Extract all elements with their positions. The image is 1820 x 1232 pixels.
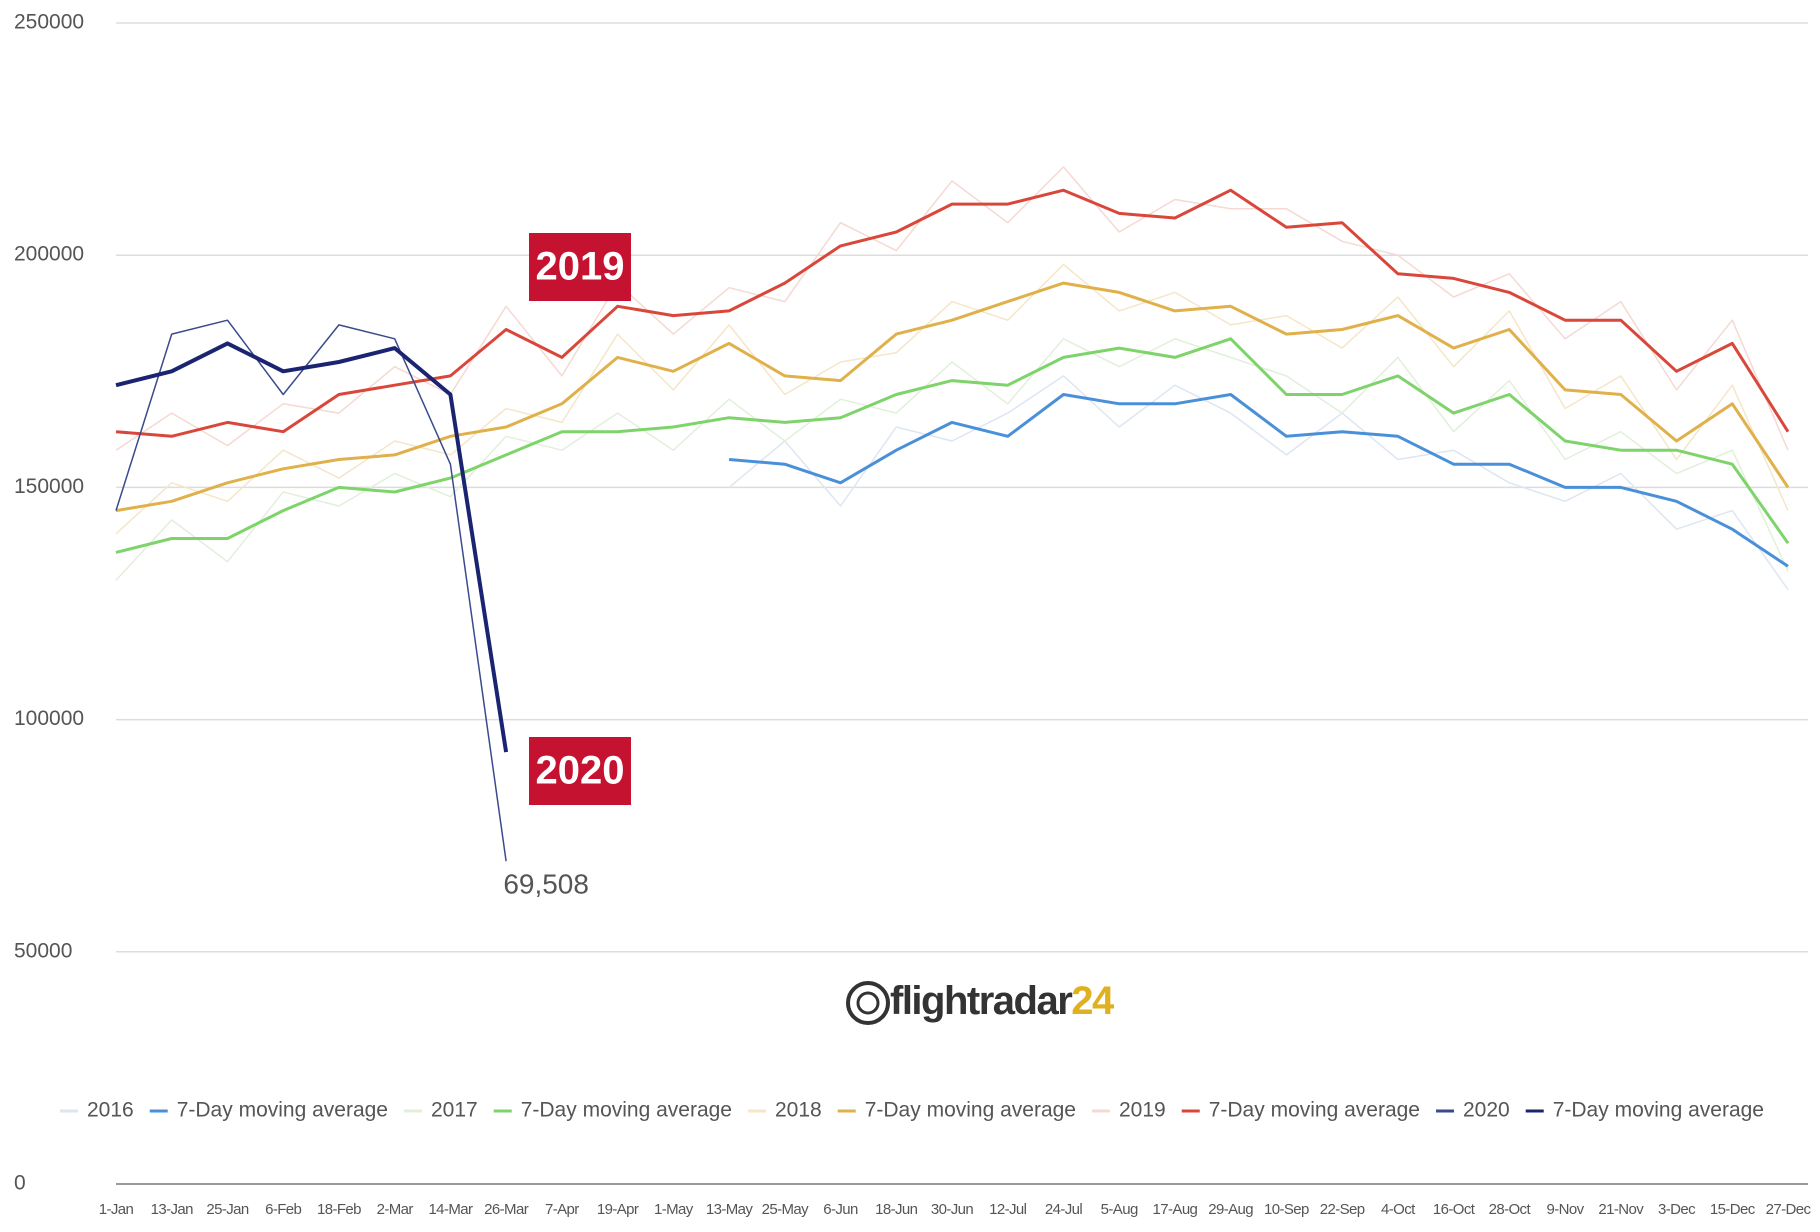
x-tick-label: 10-Sep: [1264, 1201, 1309, 1218]
series-line: [115, 338, 1789, 581]
legend-label: 7-Day moving average: [865, 1099, 1076, 1122]
y-tick-label: 50000: [14, 939, 72, 962]
x-tick-label: 17-Aug: [1153, 1201, 1198, 1218]
x-tick-label: 1-Jan: [99, 1201, 134, 1218]
x-tick-label: 29-Aug: [1208, 1201, 1253, 1218]
x-tick-label: 7-Apr: [545, 1201, 579, 1218]
annotation: 2020: [536, 749, 625, 793]
legend-label: 2016: [87, 1099, 134, 1122]
logo: flightradar24: [846, 979, 1117, 1025]
series-line: [115, 341, 509, 753]
x-tick-label: 24-Jul: [1045, 1201, 1083, 1218]
legend-label: 2017: [431, 1099, 478, 1122]
y-tick-label: 100000: [14, 707, 84, 730]
x-tick-label: 18-Feb: [317, 1201, 361, 1218]
x-tick-label: 6-Feb: [265, 1201, 301, 1218]
x-tick-label: 3-Dec: [1658, 1201, 1696, 1218]
x-tick-label: 4-Oct: [1381, 1201, 1416, 1218]
legend-label: 2018: [775, 1099, 822, 1122]
legend: 2016 7-Day moving average 2017 7-Day moving…: [60, 1099, 1764, 1122]
x-tick-label: 9-Nov: [1547, 1201, 1585, 1218]
x-tick-label: 1-May: [654, 1201, 694, 1218]
x-tick-label: 14-Mar: [428, 1201, 473, 1218]
logo-text: flightradar24: [890, 979, 1115, 1023]
y-tick-label: 250000: [14, 11, 84, 34]
series-line: [115, 166, 1789, 451]
x-tick-label: 16-Oct: [1433, 1201, 1476, 1218]
x-tick-label: 15-Dec: [1710, 1201, 1756, 1218]
series-line: [115, 263, 1789, 535]
x-tick-label: 6-Jun: [823, 1201, 858, 1218]
logo-word: flightradar: [890, 979, 1072, 1023]
legend-label: 2020: [1463, 1099, 1510, 1122]
x-tick-label: 21-Nov: [1598, 1201, 1644, 1218]
x-tick-label: 25-May: [762, 1201, 810, 1218]
legend-label: 7-Day moving average: [1553, 1099, 1764, 1122]
series-line: [115, 188, 1790, 438]
series-line: [115, 337, 1790, 554]
x-tick-label: 18-Jun: [875, 1201, 918, 1218]
y-tick-label: 150000: [14, 475, 84, 498]
series-line: [115, 319, 507, 862]
annotation: 2019: [536, 245, 625, 289]
x-tick-label: 27-Dec: [1766, 1201, 1812, 1218]
series-line: [728, 375, 1789, 591]
legend-label: 7-Day moving average: [521, 1099, 732, 1122]
logo-icon: [856, 991, 880, 1015]
y-tick-label: 0: [14, 1172, 26, 1195]
annotation-box: [529, 737, 631, 805]
legend-label: 7-Day moving average: [177, 1099, 388, 1122]
x-tick-label: 5-Aug: [1101, 1201, 1138, 1218]
series-line: [115, 281, 1790, 513]
logo-icon: [846, 981, 890, 1025]
x-tick-label: 25-Jan: [206, 1201, 249, 1218]
logo-number: 24: [1071, 979, 1115, 1023]
series-line: [728, 393, 1789, 568]
annotation-box: [529, 233, 631, 301]
x-tick-label: 2-Mar: [377, 1201, 414, 1218]
x-tick-label: 28-Oct: [1489, 1201, 1532, 1218]
x-tick-label: 22-Sep: [1320, 1201, 1365, 1218]
x-tick-label: 13-Jan: [151, 1201, 194, 1218]
x-tick-label: 12-Jul: [989, 1201, 1027, 1218]
x-tick-label: 19-Apr: [597, 1201, 639, 1218]
legend-label: 2019: [1119, 1099, 1166, 1122]
legend-label: 7-Day moving average: [1209, 1099, 1420, 1122]
x-tick-label: 26-Mar: [484, 1201, 529, 1218]
data-label: 69,508: [503, 869, 589, 900]
y-tick-label: 200000: [14, 243, 84, 266]
x-tick-label: 30-Jun: [931, 1201, 974, 1218]
x-tick-label: 13-May: [706, 1201, 754, 1218]
